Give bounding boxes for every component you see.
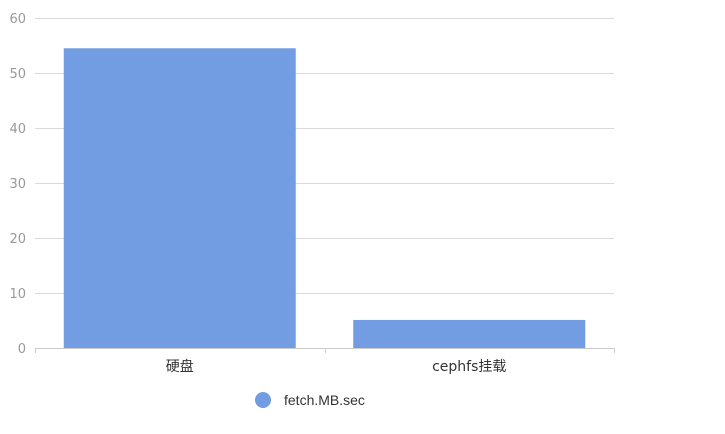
legend-label: fetch.MB.sec [284, 392, 365, 408]
x-tick-label: cephfs挂载 [432, 359, 506, 375]
y-tick-label: 0 [18, 342, 26, 357]
y-tick-label: 20 [9, 232, 26, 247]
x-tick-label: 硬盘 [166, 358, 194, 375]
x-axis: 硬盘 cephfs挂载 [35, 348, 615, 375]
y-tick-label: 30 [9, 177, 26, 192]
bars [63, 48, 586, 348]
legend[interactable]: fetch.MB.sec [255, 392, 365, 408]
y-axis-ticks: 0 10 20 30 40 50 60 [9, 12, 26, 357]
y-tick-label: 40 [9, 122, 26, 137]
bar [63, 48, 296, 348]
y-tick-label: 10 [9, 287, 26, 302]
legend-marker-icon [255, 392, 271, 408]
y-tick-label: 60 [9, 12, 26, 27]
bar [353, 319, 586, 348]
y-tick-label: 50 [9, 67, 26, 82]
